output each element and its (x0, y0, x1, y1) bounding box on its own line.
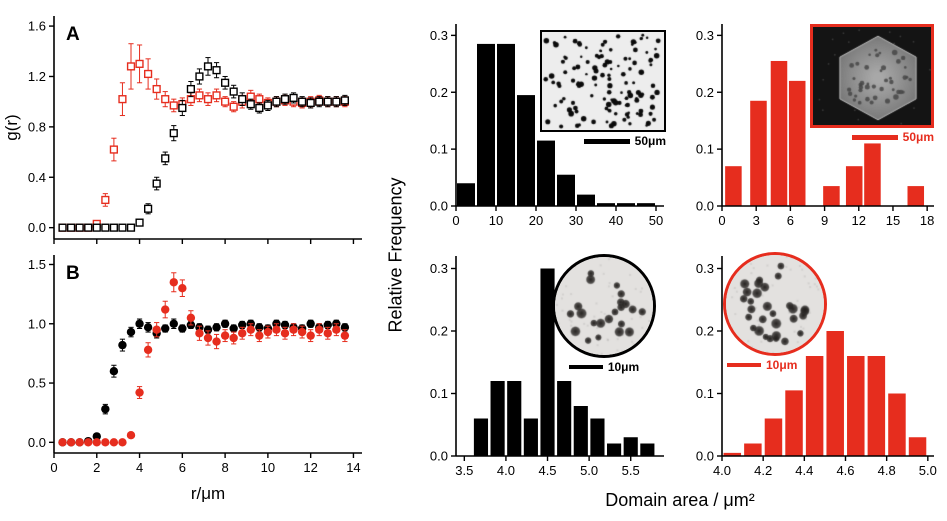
svg-text:20: 20 (529, 213, 543, 228)
scale-bar-line (727, 363, 761, 367)
svg-text:5.5: 5.5 (622, 463, 640, 478)
micrograph-image-circle (555, 257, 653, 355)
relative-frequency-axis-label: Relative Frequency (385, 177, 406, 333)
svg-text:0.0: 0.0 (28, 435, 46, 450)
svg-text:0.0: 0.0 (430, 449, 448, 464)
svg-text:9: 9 (821, 213, 828, 228)
svg-text:1.5: 1.5 (28, 257, 46, 272)
svg-text:4: 4 (136, 460, 143, 475)
svg-text:3.5: 3.5 (455, 463, 473, 478)
svg-text:0.3: 0.3 (430, 28, 448, 43)
domain-area-axis-label: Domain area / μm² (605, 490, 755, 510)
svg-text:0.0: 0.0 (696, 199, 714, 214)
svg-text:0: 0 (718, 213, 725, 228)
inset-micrograph-bottom-right: 10μm (723, 252, 827, 371)
pair-correlation-plot-a: 0.0 0.4 0.8 1.2 1.6 g(r) A (2, 16, 362, 244)
svg-text:6: 6 (787, 213, 794, 228)
svg-text:0.5: 0.5 (28, 376, 46, 391)
svg-text:6: 6 (179, 460, 186, 475)
svg-text:B: B (66, 263, 80, 284)
svg-text:0: 0 (452, 213, 459, 228)
svg-text:0.3: 0.3 (430, 261, 448, 276)
svg-text:12: 12 (852, 213, 866, 228)
svg-text:10: 10 (489, 213, 503, 228)
svg-text:0.0: 0.0 (28, 220, 46, 235)
svg-text:0.2: 0.2 (430, 324, 448, 339)
svg-text:14: 14 (346, 460, 360, 475)
svg-text:4.0: 4.0 (713, 463, 731, 478)
svg-text:5.0: 5.0 (580, 463, 598, 478)
svg-text:4.4: 4.4 (795, 463, 813, 478)
svg-text:18: 18 (920, 213, 934, 228)
svg-text:4.2: 4.2 (754, 463, 772, 478)
micrograph-frame (552, 254, 656, 358)
svg-text:4.5: 4.5 (538, 463, 556, 478)
svg-text:3: 3 (753, 213, 760, 228)
svg-text:1.0: 1.0 (28, 316, 46, 331)
micrograph-frame (810, 24, 934, 128)
scale-bar: 50μm (540, 135, 666, 147)
scale-bar-label: 50μm (902, 130, 934, 144)
svg-text:5.0: 5.0 (919, 463, 937, 478)
svg-text:1.2: 1.2 (28, 69, 46, 84)
micrograph-frame (723, 252, 827, 356)
svg-text:12: 12 (303, 460, 317, 475)
svg-text:50: 50 (649, 213, 663, 228)
svg-text:4.6: 4.6 (836, 463, 854, 478)
histogram-black-large: 0 10 20 30 40 50 0.0 0.1 0.2 0.3 (430, 24, 664, 228)
svg-text:0.8: 0.8 (28, 119, 46, 134)
svg-text:4.8: 4.8 (878, 463, 896, 478)
inset-micrograph-top-right: 50μm (810, 24, 934, 143)
svg-text:0.1: 0.1 (430, 386, 448, 401)
micrograph-image-dots (542, 32, 664, 130)
scale-bar-line (583, 138, 630, 144)
svg-text:0.3: 0.3 (696, 28, 714, 43)
svg-text:0.1: 0.1 (696, 386, 714, 401)
micrograph-image-hexagon (813, 27, 931, 125)
scale-bar-line (851, 134, 898, 140)
svg-text:0.2: 0.2 (696, 324, 714, 339)
svg-text:30: 30 (569, 213, 583, 228)
histogram-red-large: 0 3 6 9 12 15 18 0.0 0.1 0.2 0.3 (696, 24, 934, 228)
pair-correlation-plot-b: 0 2 4 6 8 10 12 14 0.0 0.5 1.0 1.5 r/μm B (28, 255, 362, 503)
micrograph-image-circle (726, 255, 824, 353)
svg-text:A: A (66, 24, 80, 45)
histogram-red-small: 4.0 4.2 4.4 4.6 4.8 5.0 0.0 0.1 0.2 0.3 (696, 256, 937, 478)
scale-bar-line (568, 365, 603, 369)
svg-text:0: 0 (50, 460, 57, 475)
histogram-black-small: 3.5 4.0 4.5 5.0 5.5 0.0 0.1 0.2 0.3 (430, 256, 664, 478)
svg-text:g(r): g(r) (2, 114, 21, 140)
svg-text:0.1: 0.1 (430, 142, 448, 157)
inset-micrograph-top-left: 50μm (540, 30, 666, 147)
scale-bar: 50μm (810, 131, 934, 143)
svg-text:4.0: 4.0 (497, 463, 515, 478)
svg-text:40: 40 (609, 213, 623, 228)
scale-bar-label: 10μm (766, 358, 798, 372)
inset-micrograph-bottom-left: 10μm (552, 254, 656, 373)
svg-text:0.0: 0.0 (696, 449, 714, 464)
svg-text:0.3: 0.3 (696, 261, 714, 276)
svg-text:0.2: 0.2 (430, 85, 448, 100)
svg-text:0.0: 0.0 (430, 199, 448, 214)
svg-text:15: 15 (886, 213, 900, 228)
scale-bar: 10μm (552, 361, 656, 373)
svg-text:r/μm: r/μm (191, 484, 225, 503)
scale-bar-label: 50μm (634, 134, 666, 148)
micrograph-frame (540, 30, 666, 132)
scale-bar: 10μm (723, 359, 827, 371)
svg-text:8: 8 (221, 460, 228, 475)
svg-text:10: 10 (261, 460, 275, 475)
scale-bar-label: 10μm (607, 360, 640, 374)
svg-text:0.1: 0.1 (696, 142, 714, 157)
svg-text:0.4: 0.4 (28, 170, 46, 185)
svg-text:0.2: 0.2 (696, 85, 714, 100)
svg-text:2: 2 (93, 460, 100, 475)
svg-text:1.6: 1.6 (28, 19, 46, 34)
